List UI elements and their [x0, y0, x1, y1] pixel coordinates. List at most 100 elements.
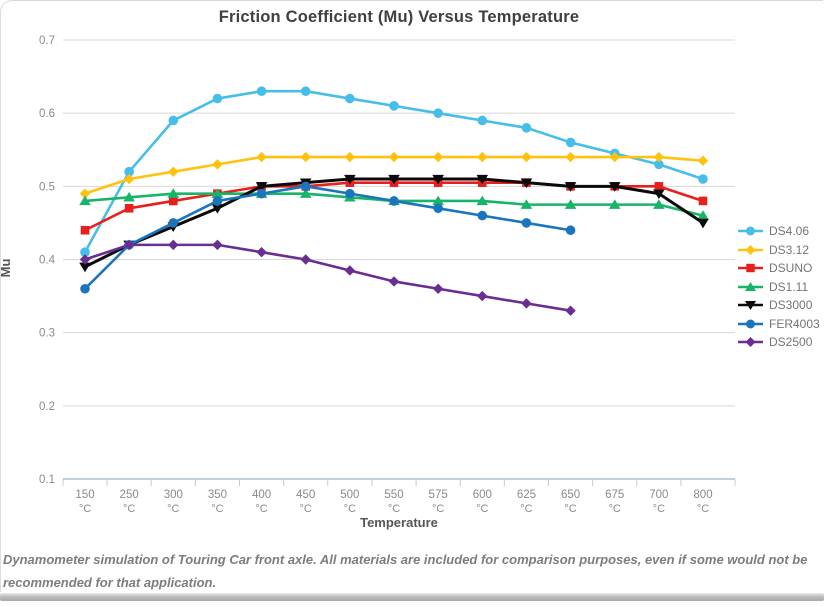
data-point: [432, 151, 444, 163]
data-point: [477, 151, 488, 163]
x-tick-label: 150: [75, 489, 94, 501]
legend-marker-icon: [738, 226, 763, 236]
data-point: [521, 298, 532, 309]
data-point: [565, 305, 576, 316]
friction-line-chart: 0.1 0.2 0.3 0.4 0.5 0.6 0.7 150 °C 250 °C 300 °C 350 °…: [39, 35, 736, 515]
x-tick-unit: °C: [697, 503, 709, 515]
data-point: [344, 151, 356, 163]
legend-marker-icon: [738, 337, 763, 348]
x-tick-unit: °C: [123, 503, 135, 515]
x-tick-unit: °C: [432, 503, 444, 515]
data-point: [520, 178, 533, 189]
data-point: [79, 262, 91, 273]
x-tick-label: 650: [561, 489, 580, 501]
data-point: [433, 108, 443, 118]
series-DS3.12: [79, 151, 709, 199]
x-tick-label: 500: [340, 489, 359, 501]
data-point: [564, 182, 577, 192]
data-point: [79, 188, 91, 199]
bottom-shadow-bar: [0, 593, 824, 601]
data-point: [521, 218, 532, 228]
data-point: [212, 93, 223, 104]
data-point: [344, 174, 356, 185]
legend-item-DS1.11[interactable]: DS1.11: [737, 278, 820, 297]
data-point: [432, 283, 444, 294]
x-tick-unit: °C: [300, 503, 312, 515]
data-point: [168, 166, 179, 177]
data-point: [300, 151, 311, 163]
data-point: [477, 210, 488, 221]
data-point: [256, 246, 267, 258]
legend-item-DS3000[interactable]: DS3000: [737, 296, 820, 315]
data-point: [432, 195, 444, 206]
data-point: [388, 276, 400, 287]
data-point: [300, 254, 311, 265]
y-tick-label: 0.1: [39, 474, 55, 486]
data-point: [79, 195, 91, 206]
x-tick-label: 350: [208, 489, 227, 501]
y-tick-label: 0.5: [39, 181, 55, 193]
data-point: [123, 191, 135, 202]
data-point: [388, 174, 400, 185]
data-point: [697, 155, 709, 166]
data-point: [168, 115, 179, 126]
data-point: [389, 196, 399, 206]
data-point: [167, 188, 180, 198]
data-point: [565, 151, 576, 163]
series-FER4003: [80, 181, 576, 294]
data-point: [168, 196, 178, 206]
x-tick-label: 300: [164, 489, 183, 501]
legend-item-DS3.12[interactable]: DS3.12: [737, 241, 820, 260]
x-tick-unit: °C: [653, 503, 665, 515]
data-point: [653, 151, 665, 163]
data-point: [654, 159, 664, 170]
data-point: [477, 115, 488, 126]
data-point: [300, 181, 311, 192]
data-point: [212, 159, 223, 170]
data-point: [477, 290, 488, 302]
legend-label: FER4003: [769, 316, 820, 331]
legend-item-DS4.06[interactable]: DS4.06: [737, 222, 820, 241]
legend-marker-icon: [738, 301, 763, 311]
x-tick-unit: °C: [609, 503, 621, 515]
data-point: [653, 199, 665, 209]
data-point: [80, 283, 90, 294]
legend-label: DS3000: [769, 298, 813, 313]
y-tick-label: 0.4: [39, 255, 56, 267]
data-point: [653, 189, 665, 200]
legend-label: DS4.06: [769, 224, 810, 239]
legend-item-FER4003[interactable]: FER4003: [737, 315, 820, 334]
data-point: [608, 182, 621, 192]
x-tick-unit: °C: [211, 503, 223, 515]
data-point: [80, 247, 90, 257]
x-tick-unit: °C: [344, 503, 356, 515]
series-line: [83, 243, 572, 313]
x-tick-unit: °C: [564, 503, 576, 515]
legend-marker-icon: [738, 319, 763, 329]
x-tick-unit: °C: [255, 503, 267, 515]
data-point: [432, 174, 444, 185]
data-point: [212, 239, 223, 251]
data-point: [697, 218, 709, 229]
y-tick-label: 0.6: [39, 108, 55, 120]
legend-item-DSUNO[interactable]: DSUNO: [737, 259, 820, 278]
x-tick-unit: °C: [388, 503, 400, 515]
data-point: [698, 196, 708, 206]
data-point: [211, 188, 224, 198]
chart-title: Friction Coefficient (Mu) Versus Tempera…: [218, 8, 580, 26]
legend-label: DS3.12: [769, 242, 810, 257]
x-tick-unit: °C: [79, 503, 91, 515]
data-point: [124, 166, 134, 177]
data-point: [697, 210, 709, 220]
data-point: [521, 123, 532, 133]
data-point: [256, 86, 267, 97]
legend-item-DS2500[interactable]: DS2500: [737, 333, 820, 352]
data-point: [433, 203, 443, 214]
data-point: [388, 151, 400, 163]
data-point: [255, 182, 268, 192]
data-point: [345, 188, 355, 199]
data-point: [565, 225, 576, 236]
data-point: [123, 239, 135, 251]
data-point: [476, 195, 489, 206]
